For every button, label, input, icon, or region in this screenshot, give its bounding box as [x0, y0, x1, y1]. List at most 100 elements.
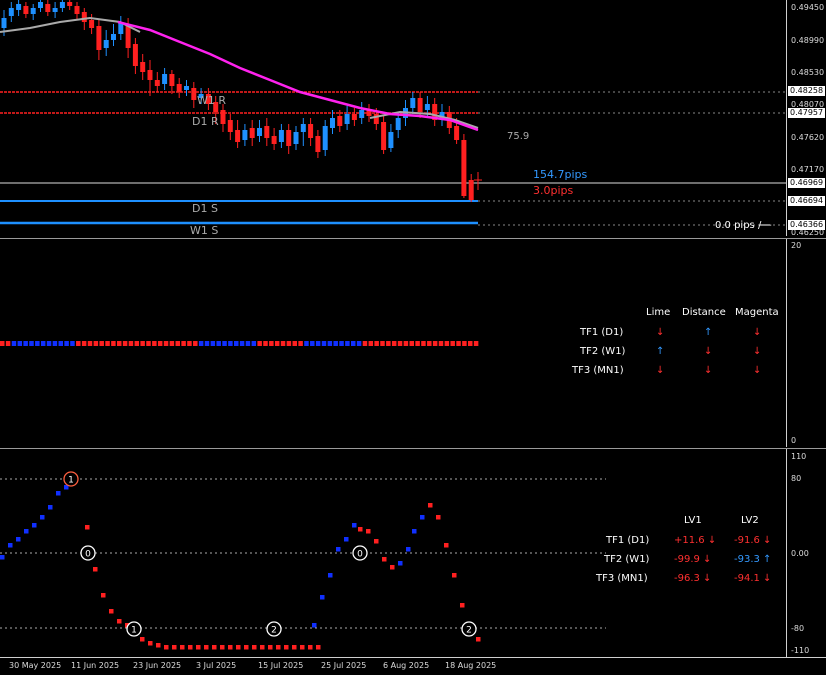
oscillator-point — [64, 485, 69, 490]
candle-body — [38, 2, 43, 8]
col-header-lime: Lime — [646, 307, 671, 318]
price-tag: 0.46366 — [788, 220, 825, 230]
trend-dot — [274, 341, 280, 346]
candle-body — [191, 88, 197, 100]
candle-body — [176, 84, 182, 92]
oscillator-point — [8, 543, 13, 548]
candle-body — [249, 128, 255, 138]
arrow-icon: ↓ — [704, 346, 713, 357]
candle-body — [439, 112, 445, 118]
trend-dot — [269, 341, 274, 346]
row-label-tf3: TF3 (MN1) — [572, 365, 624, 376]
trend-dot — [327, 341, 333, 346]
trend-dot — [0, 341, 5, 346]
trend-dot — [52, 341, 58, 346]
trend-table: Lime Distance Magenta TF1 (D1) ↓ ↑ ↓ TF2… — [560, 307, 780, 387]
trend-dot — [321, 341, 327, 346]
trend-dot — [169, 341, 175, 346]
date-label: 25 Jul 2025 — [321, 661, 367, 670]
oscillator-point — [300, 645, 305, 650]
trend-dot — [17, 341, 23, 346]
candle-body — [271, 136, 277, 144]
oscillator-point — [204, 645, 209, 650]
candle-body — [220, 110, 226, 124]
candle-body — [344, 114, 350, 124]
trend-dot — [64, 341, 69, 346]
oscillator-point — [244, 645, 249, 650]
candle-body — [132, 44, 138, 66]
price-chart-pane[interactable]: 0.49450 0.48990 0.48530 0.48070 0.47620 … — [0, 0, 826, 237]
trend-dot — [368, 341, 374, 346]
col-header-lv1: LV1 — [684, 515, 702, 526]
trend-dot — [415, 341, 420, 346]
axis-label: -110 — [791, 646, 810, 655]
trend-dot — [298, 341, 303, 346]
oscillator-point — [352, 523, 357, 528]
trend-dot — [204, 341, 210, 346]
trend-dot — [146, 341, 151, 346]
oscillator-point — [336, 547, 341, 552]
candle-body — [213, 102, 219, 112]
oscillator-point — [212, 645, 217, 650]
candlestick-chart[interactable] — [0, 0, 826, 236]
signal-marker-icon — [80, 545, 96, 561]
trend-dot — [152, 341, 157, 346]
oscillator-point — [284, 645, 289, 650]
oscillator-point — [398, 561, 403, 566]
oscillator-point — [436, 515, 441, 520]
oscillator-point — [85, 525, 90, 530]
price-axis-label: 0.46250 — [791, 228, 825, 237]
arrow-icon: ↓ — [704, 365, 713, 376]
price-axis-label: 0.47170 — [791, 165, 825, 174]
trend-dot — [117, 341, 122, 346]
trend-dot — [163, 341, 169, 346]
oscillator-plot: 1 0 1 2 0 2 — [0, 471, 606, 650]
oscillator-point — [476, 637, 481, 642]
candle-body — [162, 74, 168, 84]
oscillator-point — [101, 593, 106, 598]
candle-body — [125, 24, 131, 48]
arrow-icon: ↓ — [753, 346, 762, 357]
oscillator-pane[interactable]: 1 0 1 2 0 2 110 80 0.00 -80 -110 LV1 LV2 TF1 … — [0, 448, 826, 657]
trend-dot — [444, 341, 450, 346]
col-header-distance: Distance — [682, 307, 726, 318]
candle-body — [227, 120, 233, 132]
trend-dot — [40, 341, 46, 346]
lv1-value: +11.6 ↓ — [674, 535, 717, 546]
oscillator-point — [316, 645, 321, 650]
trend-indicator-pane[interactable]: 20 0 Lime Distance Magenta TF1 (D1) ↓ ↑ … — [0, 238, 826, 447]
candle-body — [242, 130, 248, 140]
oscillator-point — [390, 565, 395, 570]
level-label-w1s: W1 S — [190, 224, 219, 237]
lv2-value: -94.1 ↓ — [734, 573, 772, 584]
trend-dot — [216, 341, 221, 346]
axis-label: 80 — [791, 474, 802, 483]
signal-marker-icon — [63, 471, 79, 487]
price-axis-label: 0.48990 — [791, 36, 825, 45]
trend-dot — [35, 341, 40, 346]
oscillator-point — [125, 623, 130, 628]
candle-body — [454, 126, 460, 140]
signal-marker-icon — [461, 621, 477, 637]
trend-dot — [58, 341, 63, 346]
candle-body — [205, 94, 211, 104]
trend-dot — [456, 341, 461, 346]
candle-body — [308, 124, 314, 138]
candle-body — [315, 136, 321, 152]
trend-dot — [432, 341, 438, 346]
candle-body — [23, 6, 29, 14]
candle-body — [184, 86, 189, 90]
date-label: 11 Jun 2025 — [71, 661, 120, 670]
signal-marker-icon — [266, 621, 282, 637]
oscillator-point — [93, 567, 98, 572]
signal-marker-label: 2 — [271, 626, 277, 636]
date-label: 18 Aug 2025 — [445, 661, 497, 670]
trend-dot — [29, 341, 34, 346]
oscillator-point — [292, 645, 297, 650]
signal-marker-label: 2 — [466, 626, 472, 636]
candle-body — [417, 98, 423, 112]
oscillator-point — [260, 645, 265, 650]
trend-dot — [105, 341, 110, 346]
oscillator-point — [220, 645, 225, 650]
oscillator-point — [320, 595, 325, 600]
